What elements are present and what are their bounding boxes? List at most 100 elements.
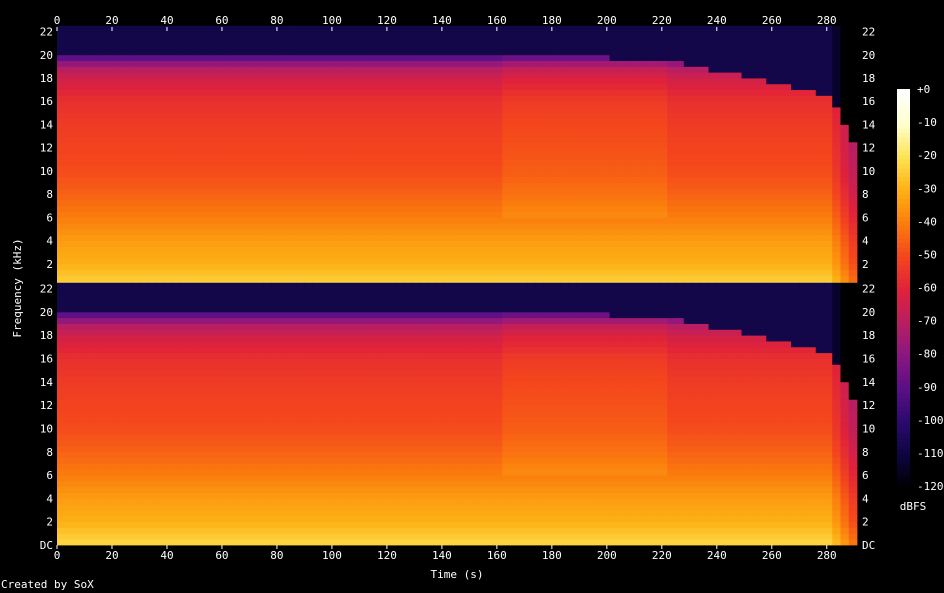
spectrum-cell	[428, 31, 437, 38]
spectrum-cell	[428, 124, 437, 131]
spectrum-cell	[840, 72, 850, 79]
spectrum-cell	[386, 60, 396, 67]
spectrum-cell	[725, 252, 734, 259]
spectrum-cell	[213, 25, 223, 32]
spectrum-cell	[337, 217, 347, 224]
spectrum-cell	[155, 416, 165, 424]
spectrum-cell	[543, 43, 553, 50]
spectrum-cell	[791, 269, 800, 276]
spectrum-cell	[428, 217, 437, 224]
spectrum-cell	[494, 124, 503, 131]
spectrum-cell	[246, 211, 256, 218]
spectrum-cell	[197, 223, 206, 230]
spectrum-cell	[205, 252, 215, 259]
spectrum-cell	[65, 428, 74, 435]
spectrum-cell	[419, 136, 429, 143]
spectrum-cell	[568, 275, 577, 282]
spectrum-cell	[106, 282, 116, 289]
spectrum-cell	[122, 463, 132, 470]
spectrum-cell	[370, 130, 380, 137]
spectrum-cell	[642, 136, 652, 143]
spectrum-cell	[749, 83, 759, 91]
spectrum-cell	[329, 223, 338, 230]
spectrum-cell	[57, 300, 66, 307]
spectrum-cell	[683, 66, 693, 73]
spectrum-cell	[535, 147, 544, 154]
spectrum-cell	[535, 176, 544, 183]
spectrum-cell	[164, 399, 173, 406]
spectrum-cell	[617, 107, 627, 114]
spectrum-cell	[304, 83, 314, 91]
spectrum-cell	[683, 101, 693, 108]
spectrum-cell	[139, 358, 149, 365]
spectrum-cell	[815, 60, 825, 67]
spectrum-cell	[593, 199, 602, 207]
spectrum-cell	[73, 211, 83, 218]
spectrum-cell	[527, 176, 536, 183]
spectrum-cell	[164, 492, 173, 499]
spectrum-cell	[304, 165, 314, 172]
spectrum-cell	[329, 124, 338, 131]
spectrum-cell	[741, 159, 751, 166]
spectrum-cell	[287, 199, 297, 207]
spectrum-cell	[238, 72, 248, 79]
spectrum-cell	[205, 60, 215, 67]
spectrum-cell	[164, 422, 173, 429]
spectrum-cell	[329, 194, 338, 201]
spectrum-cell	[650, 240, 660, 247]
spectrum-cell	[320, 240, 330, 247]
spectrum-cell	[584, 194, 594, 201]
spectrum-cell	[716, 25, 726, 32]
spectrum-cell	[543, 130, 553, 137]
spectrum-cell	[362, 49, 371, 56]
spectrum-cell	[659, 107, 668, 114]
spectrum-cell	[81, 475, 91, 482]
spectrum-cell	[716, 124, 726, 131]
spectrum-cell	[155, 72, 165, 79]
spectrum-cell	[246, 66, 256, 73]
spectrum-cell	[337, 275, 347, 282]
spectrum-cell	[791, 66, 800, 73]
spectrum-cell	[543, 54, 553, 61]
spectrum-cell	[114, 101, 124, 108]
spectrum-cell	[461, 194, 470, 201]
spectrum-cell	[824, 49, 833, 56]
spectrum-cell	[766, 165, 775, 172]
spectrum-cell	[164, 147, 173, 154]
spectrum-cell	[164, 475, 173, 482]
spectrum-cell	[122, 422, 132, 429]
spectrum-cell	[799, 205, 808, 212]
spectrum-cell	[444, 182, 454, 189]
spectrum-cell	[238, 246, 248, 253]
spectrum-cell	[568, 252, 577, 259]
spectrum-cell	[510, 141, 520, 149]
spectrum-cell	[799, 54, 808, 61]
spectrum-cell	[106, 346, 116, 354]
spectrum-cell	[807, 234, 817, 241]
spectrum-cell	[57, 43, 66, 50]
spectrum-cell	[617, 240, 627, 247]
spectrum-cell	[551, 153, 561, 160]
spectrum-cell	[180, 234, 190, 241]
spectrum-cell	[601, 130, 610, 137]
spectrum-cell	[89, 364, 99, 371]
spectrum-cell	[510, 101, 520, 108]
spectrum-cell	[89, 434, 99, 441]
spectrum-cell	[65, 463, 74, 470]
spectrum-cell	[213, 136, 223, 143]
spectrum-cell	[700, 199, 709, 207]
spectrum-cell	[576, 165, 586, 172]
spectrum-cell	[81, 457, 91, 464]
spectrum-cell	[494, 240, 503, 247]
spectrum-cell	[304, 31, 314, 38]
spectrum-cell	[807, 228, 817, 236]
spectrum-cell	[510, 228, 520, 236]
spectrum-cell	[626, 72, 635, 79]
spectrum-cell	[510, 269, 520, 276]
spectrum-cell	[122, 492, 132, 499]
spectrum-cell	[329, 89, 338, 96]
spectrum-cell	[337, 228, 347, 236]
spectrum-cell	[832, 205, 841, 212]
spectrum-cell	[403, 54, 413, 61]
spectrum-cell	[329, 107, 338, 114]
